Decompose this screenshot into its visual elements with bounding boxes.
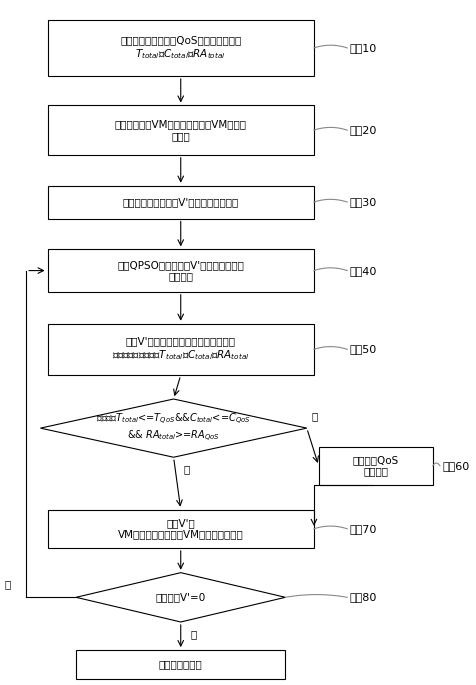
Text: 判断是否$T_{total}$<=$T_{QoS}$&&$C_{total}$<=$C_{QoS}$
&& $RA_{total}$>=$RA_{QoS}$: 判断是否$T_{total}$<=$T_{QoS}$&&$C_{total}$<… [96,412,250,445]
Text: 获得任务所需VM的状态信息以及VM间的传
输信息: 获得任务所需VM的状态信息以及VM间的传 输信息 [115,119,246,141]
Text: 输入工作流和用户的QoS请求，并初始化
$T_{total}$、$C_{total}$和$RA_{total}$: 输入工作流和用户的QoS请求，并初始化 $T_{total}$、$C_{tota… [120,35,241,61]
Text: 否: 否 [5,579,11,589]
Text: 设置待执行任务集合V'，并设定目标函数: 设置待执行任务集合V'，并设定目标函数 [122,197,238,207]
Text: 是: 是 [190,629,196,639]
Text: 步骤60: 步骤60 [441,461,468,471]
Text: 执行V'中的任务，获取实际时间、成本
和可靠性，并累计到$T_{total}$、$C_{total}$和$RA_{total}$: 执行V'中的任务，获取实际时间、成本 和可靠性，并累计到$T_{total}$、… [112,336,249,362]
Polygon shape [40,399,306,458]
FancyBboxPatch shape [76,650,285,679]
Text: 是: 是 [183,464,189,474]
Text: 步骤50: 步骤50 [349,345,376,354]
Text: 步骤70: 步骤70 [349,524,376,534]
Text: 步骤10: 步骤10 [349,43,376,53]
Text: 步骤20: 步骤20 [349,125,376,135]
Text: 记录违反QoS
请求行为: 记录违反QoS 请求行为 [352,455,398,477]
Text: 采用QPSO优化算法为V'中的任务选择最
优的资源: 采用QPSO优化算法为V'中的任务选择最 优的资源 [117,260,244,282]
Text: 更新V'、
VM间的传输成本以及VM的运行速度列表: 更新V'、 VM间的传输成本以及VM的运行速度列表 [118,518,243,540]
Text: 判断是否V'=0: 判断是否V'=0 [155,593,206,602]
Text: 否: 否 [311,411,317,421]
Polygon shape [76,573,285,622]
Text: 步骤40: 步骤40 [349,266,376,275]
FancyBboxPatch shape [48,249,313,292]
Text: 工作流执行完毕: 工作流执行完毕 [159,660,202,669]
FancyBboxPatch shape [48,510,313,548]
FancyBboxPatch shape [48,324,313,375]
FancyBboxPatch shape [48,105,313,155]
Text: 步骤80: 步骤80 [349,593,376,602]
FancyBboxPatch shape [318,447,432,485]
FancyBboxPatch shape [48,20,313,76]
FancyBboxPatch shape [48,186,313,219]
Text: 步骤30: 步骤30 [349,197,376,207]
